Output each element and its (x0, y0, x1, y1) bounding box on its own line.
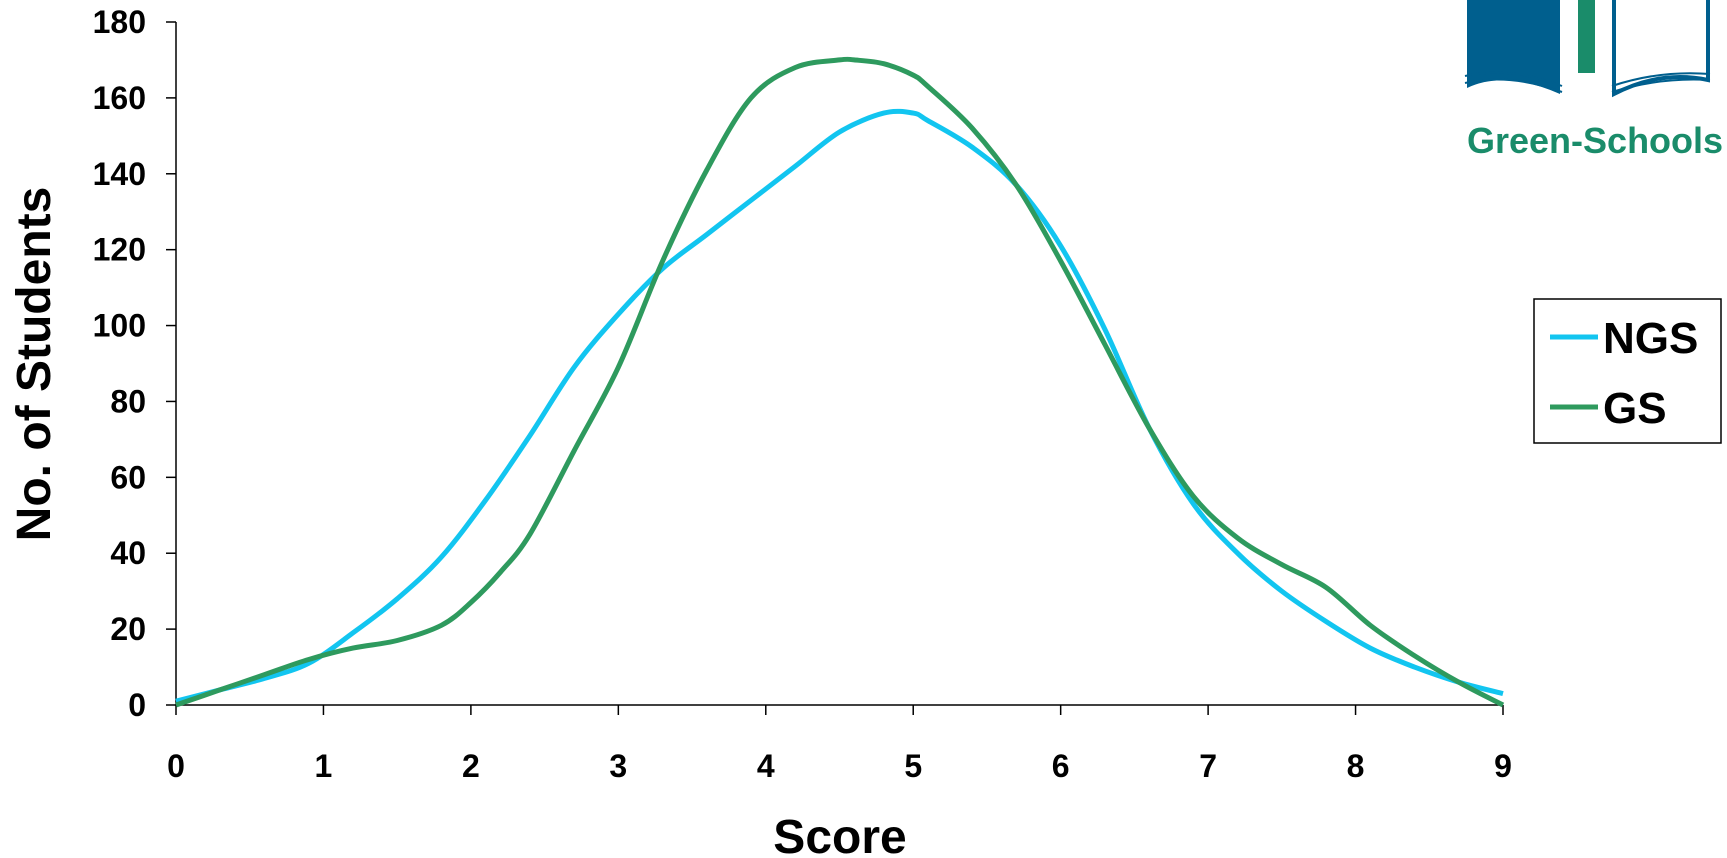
x-ticks: 0 1 2 3 4 5 6 7 8 9 (167, 705, 1512, 784)
x-tick-label: 5 (904, 748, 922, 784)
series-line-gs (175, 56, 1505, 708)
x-tick-label: 7 (1199, 748, 1217, 784)
y-axis-title: No. of Students (8, 187, 61, 542)
y-tick-label: 180 (93, 4, 146, 40)
legend: NGS GS (1533, 298, 1722, 444)
y-tick-label: 60 (110, 459, 146, 495)
logo-text: Green-Schools (1467, 120, 1723, 161)
x-tick-label: 2 (462, 748, 480, 784)
y-tick-label: 80 (110, 383, 146, 419)
legend-box (1533, 298, 1722, 444)
x-tick-label: 6 (1052, 748, 1070, 784)
x-tick-label: 4 (757, 748, 775, 784)
series-line-ngs (175, 108, 1504, 704)
x-axis-title: Score (773, 811, 906, 858)
axes: 0 20 40 60 80 100 120 140 160 180 0 1 2 3 4 5 6 7 8 9 (93, 4, 1512, 784)
book-icon (1464, 0, 1711, 98)
y-tick-label: 100 (93, 308, 146, 344)
y-tick-label: 120 (93, 232, 146, 268)
y-tick-label: 160 (93, 80, 146, 116)
y-tick-label: 0 (128, 687, 146, 723)
y-tick-label: 20 (110, 611, 146, 647)
x-tick-label: 8 (1347, 748, 1365, 784)
legend-label-ngs: NGS (1603, 314, 1698, 363)
series-layer (175, 56, 1505, 708)
x-tick-label: 0 (167, 748, 185, 784)
x-tick-label: 9 (1494, 748, 1512, 784)
y-tick-label: 140 (93, 156, 146, 192)
legend-label-gs: GS (1603, 384, 1667, 433)
y-ticks: 0 20 40 60 80 100 120 140 160 180 (93, 4, 176, 723)
x-tick-label: 3 (609, 748, 627, 784)
x-tick-label: 1 (315, 748, 333, 784)
y-tick-label: 40 (110, 535, 146, 571)
green-schools-logo: Green-Schools (1464, 0, 1723, 161)
